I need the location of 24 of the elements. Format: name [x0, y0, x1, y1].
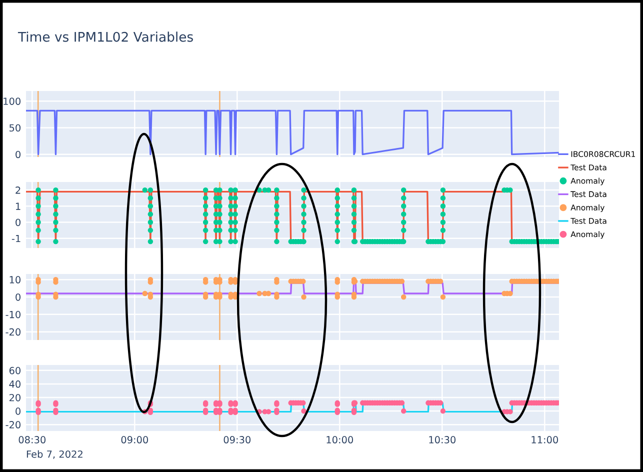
y-tick-label: 20	[9, 394, 20, 402]
y-tick-label: 0	[16, 293, 20, 301]
x-tick-label: 10:00	[326, 436, 354, 444]
y-tick-label: -10	[6, 310, 20, 318]
y-tick-label: -1	[12, 234, 20, 242]
x-tick-label: 09:30	[224, 436, 251, 444]
y-tick-label: 0	[16, 150, 20, 158]
y-tick-label: 60	[9, 366, 20, 374]
y-tick-label: 50	[10, 124, 20, 132]
y-tick-label: 40	[9, 380, 20, 388]
y-tick-label: 0	[16, 408, 20, 415]
x-tick-label: 09:00	[121, 436, 148, 444]
x-tick-label: 10:30	[429, 436, 456, 444]
y-tick-label: 1	[16, 202, 20, 210]
y-tick-label: 10	[10, 276, 20, 284]
y-tick-label: 0	[16, 218, 20, 226]
y-tick-label: 2	[16, 186, 20, 194]
y-tick-label: 100	[4, 98, 20, 105]
x-tick-label: 08:30	[18, 436, 46, 444]
y-tick-label: -20	[6, 421, 20, 428]
chart-title: Time vs IPM1L02 Variables	[18, 32, 193, 42]
text: Feb 7, 2022	[26, 450, 82, 459]
y-tick-label: -20	[6, 328, 20, 336]
x-tick-label: 11:00	[532, 436, 558, 444]
